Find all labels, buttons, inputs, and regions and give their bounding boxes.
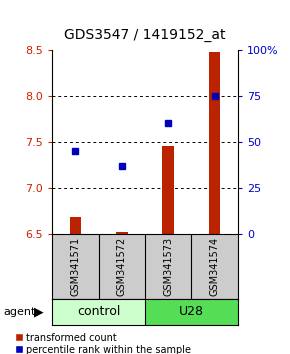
Text: GSM341571: GSM341571 [70, 237, 80, 296]
Text: ▶: ▶ [34, 306, 44, 318]
Bar [52, 299, 145, 325]
Bar [145, 299, 238, 325]
Bar [209, 52, 220, 234]
Text: U28: U28 [179, 306, 204, 318]
Bar [70, 217, 81, 234]
Bar [52, 234, 99, 299]
Text: GSM341572: GSM341572 [117, 237, 127, 296]
Bar [99, 234, 145, 299]
Bar [116, 232, 128, 234]
Bar [162, 146, 174, 234]
Text: control: control [77, 306, 120, 318]
Legend: transformed count, percentile rank within the sample: transformed count, percentile rank withi… [17, 333, 191, 354]
Text: GDS3547 / 1419152_at: GDS3547 / 1419152_at [64, 28, 226, 42]
Bar [191, 234, 238, 299]
Text: GSM341573: GSM341573 [163, 237, 173, 296]
Text: agent: agent [3, 307, 35, 317]
Bar [145, 234, 191, 299]
Text: GSM341574: GSM341574 [210, 237, 220, 296]
